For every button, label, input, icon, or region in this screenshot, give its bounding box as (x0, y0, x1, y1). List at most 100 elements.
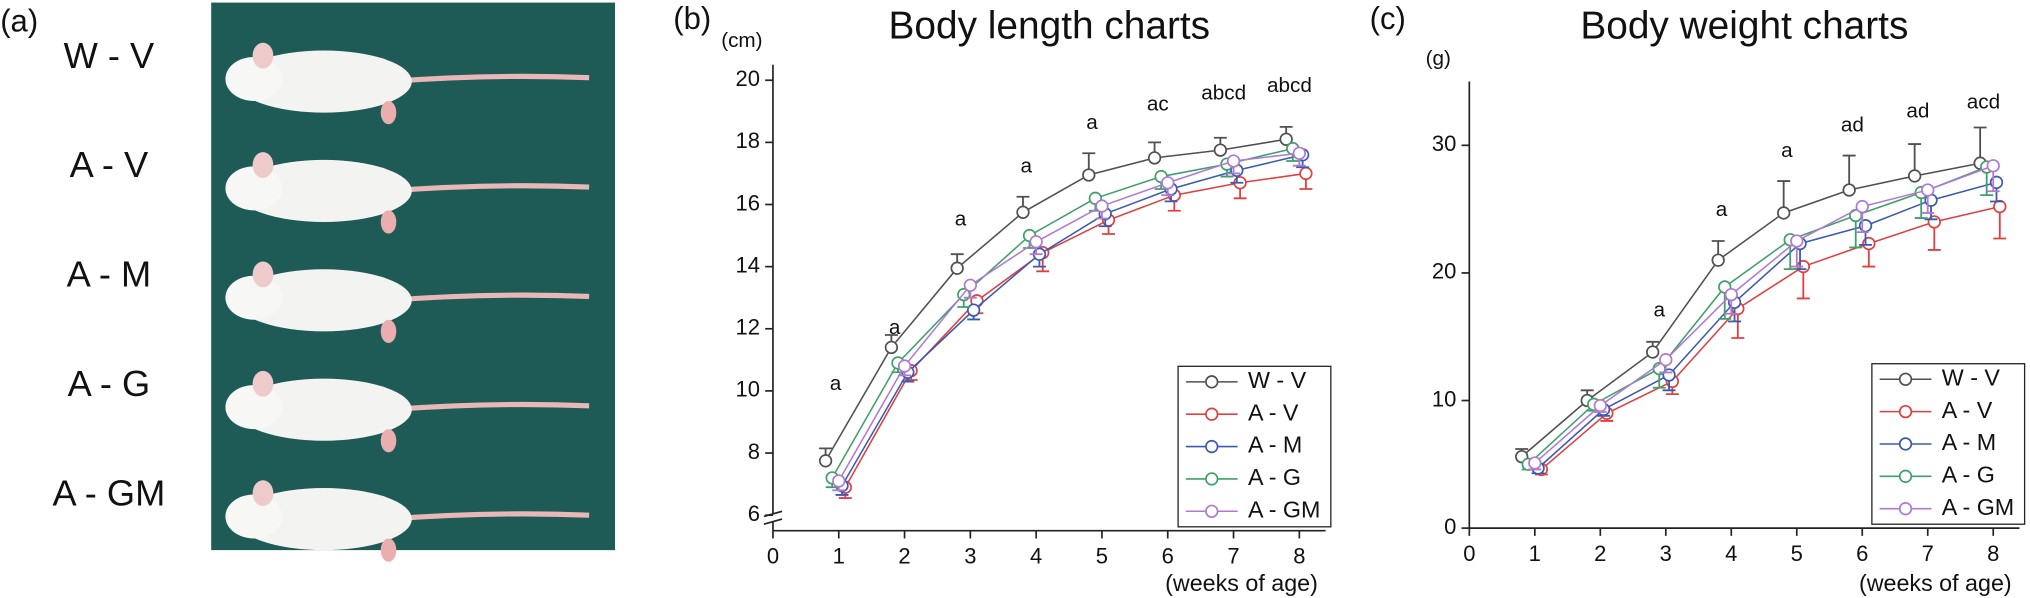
legend-label: W - V (1248, 367, 1307, 393)
data-point (1993, 199, 2007, 214)
axis-break-gap (765, 513, 781, 522)
y-tick-label: 20 (1432, 259, 1456, 284)
data-point (950, 261, 964, 275)
x-tick-label: 3 (964, 544, 976, 569)
panel-label: (b) (673, 1, 711, 36)
legend-marker (1205, 407, 1219, 421)
group-label: A - G (68, 363, 151, 404)
legend-label: A - V (1942, 397, 1993, 423)
chart-title: Body weight charts (1580, 5, 1908, 48)
x-tick-label: 4 (1030, 544, 1042, 569)
x-tick-label: 3 (1660, 541, 1672, 566)
x-axis-label: (weeks of age) (1859, 570, 2012, 596)
y-tick-label: 18 (736, 128, 760, 153)
x-tick-label: 2 (898, 544, 910, 569)
x-tick-label: 1 (833, 544, 845, 569)
annotation: ad (1841, 114, 1864, 137)
data-point (1659, 353, 1673, 367)
panel-label: (c) (1370, 1, 1406, 36)
mouse-body (235, 159, 412, 222)
data-point (1213, 143, 1228, 157)
data-point (1082, 168, 1096, 182)
data-point (1855, 199, 1869, 214)
data-point (1292, 146, 1306, 160)
legend-marker (1898, 437, 1913, 451)
data-point (897, 359, 912, 373)
data-point (1147, 151, 1162, 165)
mouse-foot (380, 429, 397, 453)
legend-marker (1205, 375, 1219, 389)
data-point (1646, 345, 1660, 359)
annotation: ad (1906, 100, 1929, 123)
annotation: acd (1967, 91, 2000, 114)
data-point (1029, 235, 1043, 249)
y-tick-label: 16 (736, 190, 760, 215)
x-tick-label: 4 (1725, 541, 1737, 566)
y-axis-label: (g) (1426, 47, 1451, 70)
mouse-ear (252, 42, 274, 69)
x-axis-label: (weeks of age) (1165, 570, 1318, 596)
y-tick-label: 20 (736, 66, 760, 91)
mouse-body (235, 269, 412, 332)
mouse-tail (388, 292, 590, 303)
legend-marker (1898, 469, 1913, 483)
annotation: abcd (1267, 74, 1312, 97)
legend-marker (1205, 439, 1219, 454)
y-tick-label: 30 (1432, 131, 1456, 156)
y-tick-label: 14 (736, 252, 760, 277)
series-line (1537, 181, 1997, 469)
data-point (1724, 287, 1738, 302)
legend-marker (1898, 502, 1913, 516)
chart-title: Body length charts (888, 5, 1210, 48)
group-label: A - M (67, 254, 152, 295)
legend-label: A - GM (1248, 496, 1320, 522)
legend-label: A - M (1248, 432, 1302, 458)
mice (225, 42, 590, 562)
annotation: abcd (1201, 82, 1246, 105)
data-point (832, 474, 846, 488)
legend-label: A - M (1942, 429, 1996, 455)
mouse-tail (388, 183, 590, 194)
data-point (963, 278, 978, 292)
y-tick-label: 6 (748, 501, 760, 526)
group-label: A - V (70, 144, 149, 185)
x-tick-label: 6 (1162, 544, 1174, 569)
mouse-tail (388, 511, 590, 522)
data-point (966, 303, 981, 317)
axis-break (763, 518, 783, 526)
x-tick-label: 6 (1856, 541, 1868, 566)
y-tick-label: 0 (1444, 514, 1456, 539)
x-tick-label: 8 (1293, 544, 1305, 569)
annotation: ac (1147, 93, 1169, 116)
mouse-ear (252, 261, 274, 288)
group-label: W - V (64, 35, 155, 76)
x-tick-label: 8 (1987, 541, 1999, 566)
annotation: a (1653, 299, 1665, 322)
data-point (1016, 205, 1030, 219)
mouse-ear (252, 370, 274, 397)
data-point (1921, 183, 1935, 197)
y-tick-label: 10 (1432, 386, 1456, 411)
mouse-head (225, 56, 283, 101)
annotation: a (1021, 155, 1033, 178)
data-point (1790, 234, 1804, 248)
data-point (1226, 154, 1241, 168)
data-point (1842, 183, 1856, 197)
x-tick-label: 0 (1463, 541, 1475, 566)
series-line (1534, 165, 1994, 464)
legend-label: A - G (1942, 461, 1995, 487)
x-tick-label: 1 (1529, 541, 1541, 566)
data-point (1593, 398, 1607, 413)
mouse-body (235, 378, 412, 441)
mouse-body (235, 50, 412, 113)
mouse-head (225, 166, 283, 211)
data-point (1907, 169, 1922, 183)
annotation: a (830, 372, 842, 395)
group-label: A - GM (53, 472, 166, 513)
mouse-head (225, 494, 283, 539)
series-line (841, 154, 1303, 487)
x-tick-label: 5 (1096, 544, 1108, 569)
series-line (824, 138, 1287, 462)
x-tick-label: 2 (1594, 541, 1606, 566)
x-tick-label: 5 (1791, 541, 1803, 566)
